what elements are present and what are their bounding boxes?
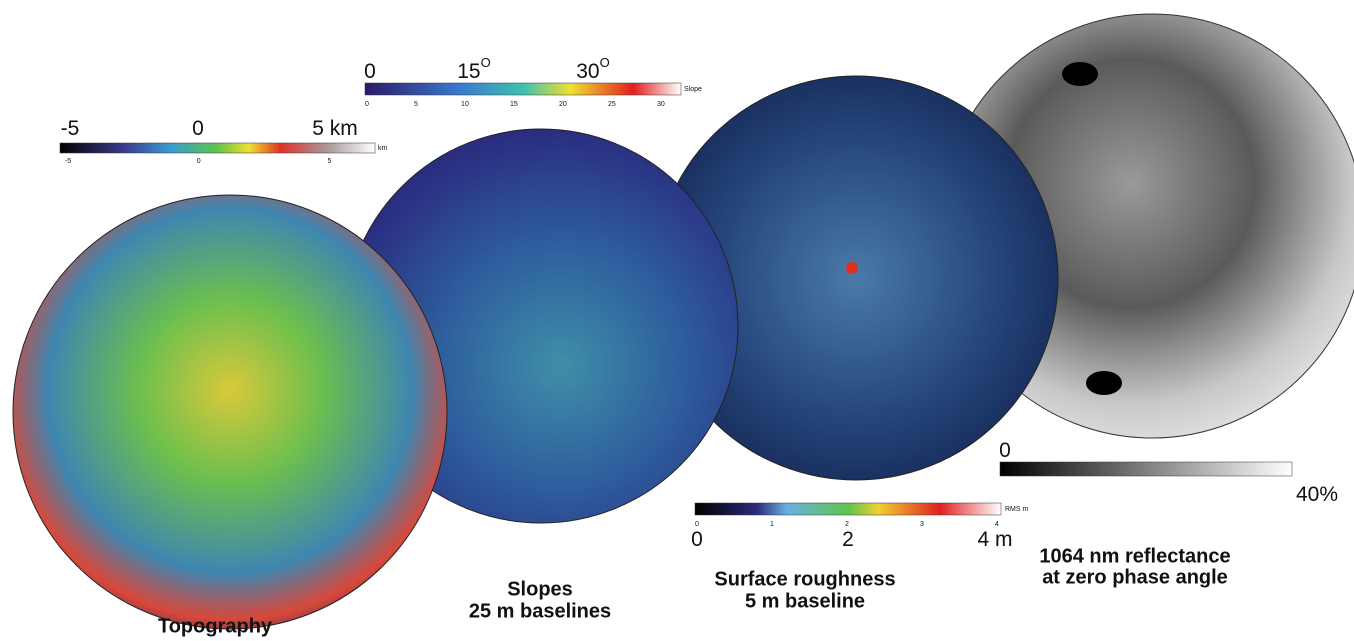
label-text: 5 km [312,117,358,140]
colorbar-label: 0 [364,60,376,83]
panel-title: 5 m baseline [745,590,865,612]
colorbar-tick: 0 [695,521,699,528]
colorbar-tick: 2 [845,521,849,528]
colorbar-tick: 0 [197,158,201,165]
panel-title: 25 m baselines [469,600,611,622]
panel-title: Surface roughness [714,568,895,590]
colorbar-label: 4 m [977,528,1012,551]
colorbar-label: 0 [691,528,703,551]
colorbar-tick: 5 [327,158,331,165]
colorbar-unit: RMS m [1005,506,1029,513]
colorbar-label: 5 km [312,117,358,140]
label-text: 0 [364,60,376,83]
colorbar [60,143,375,153]
colorbar-tick: 5 [414,101,418,108]
colorbar-tick: 10 [461,101,469,108]
colorbar-label: -5 [61,117,80,140]
panel-title: Topography [158,615,273,637]
label-sup: O [600,55,610,70]
panel-title: at zero phase angle [1042,566,1228,588]
colorbar-label: 30O [576,55,609,82]
colorbar-tick: -5 [65,158,71,165]
colorbar-tick: 3 [920,521,924,528]
topography-globe [13,195,447,629]
label-text: 0 [691,528,703,551]
colorbar-label: 40% [1296,483,1338,506]
polar-gap [1086,371,1122,395]
colorbar-tick: 25 [608,101,616,108]
colorbar-label: 0 [999,439,1011,462]
colorbar-label: 0 [192,117,204,140]
label-text: 30 [576,60,599,83]
label-text: 40% [1296,483,1338,506]
colorbar-tick: 1 [770,521,774,528]
colorbar-tick: 20 [559,101,567,108]
panel-title: 1064 nm reflectance [1039,545,1230,567]
colorbar-tick: 4 [995,521,999,528]
globes [13,14,1354,629]
colorbar [695,503,1001,515]
colorbar [365,83,681,95]
label-text: 4 m [977,528,1012,551]
crater [846,262,858,274]
colorbar-tick: 30 [657,101,665,108]
label-text: 0 [999,439,1011,462]
figure: Topography-505 km-505kmSlopes25 m baseli… [0,0,1354,641]
colorbar [1000,462,1292,476]
colorbar-tick: 0 [365,101,369,108]
panel-title: Slopes [507,578,573,600]
colorbar-unit: km [378,145,388,152]
polar-gap [1062,62,1098,86]
label-text: -5 [61,117,80,140]
label-text: 15 [457,60,480,83]
label-text: 2 [842,528,854,551]
label-sup: O [481,55,491,70]
colorbar-label: 2 [842,528,854,551]
label-text: 0 [192,117,204,140]
colorbar-tick: 15 [510,101,518,108]
colorbar-label: 15O [457,55,490,82]
colorbar-unit: Slope [684,86,702,93]
